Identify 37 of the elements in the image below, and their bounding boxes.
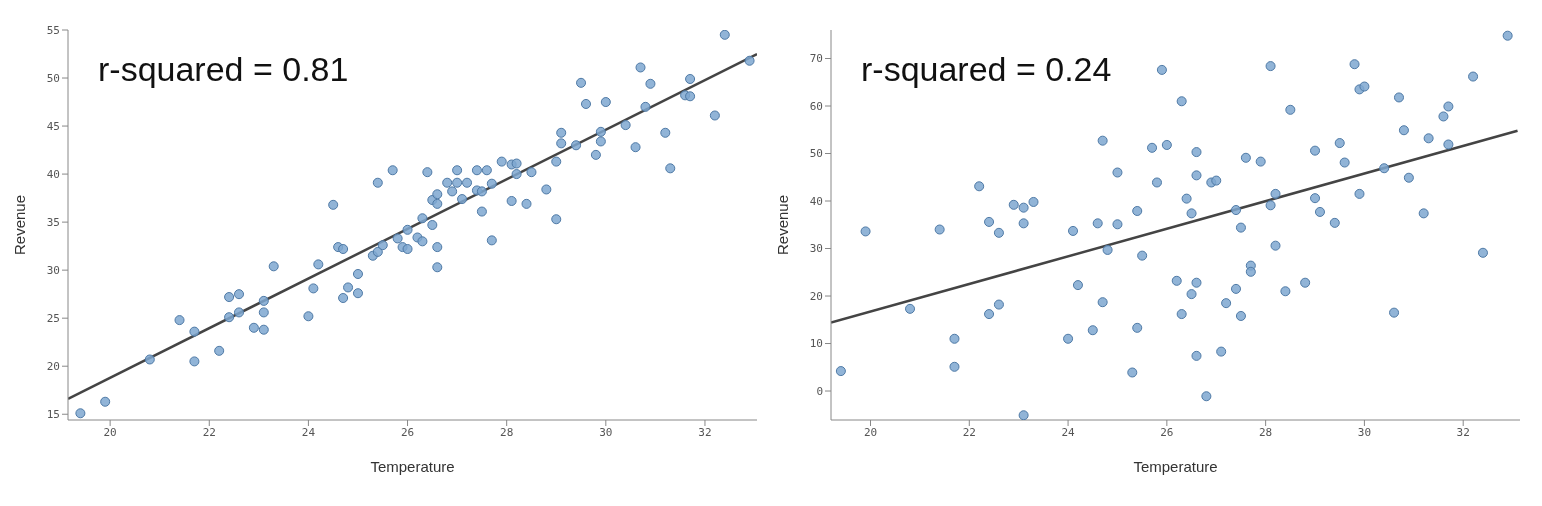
annotation: r-squared = 0.24 [861,50,1112,89]
y-tick-label: 60 [809,99,823,113]
y-tick-label: 10 [809,337,823,351]
y-tick-label: 45 [46,119,60,133]
x-tick-label: 24 [1061,425,1076,439]
x-tick-label: 20 [103,425,117,439]
x-tick-label: 26 [400,425,415,439]
x-axis-title: Temperature [370,458,455,475]
y-tick-label: 0 [816,384,823,398]
y-tick-label: 40 [46,167,60,181]
x-tick-label: 30 [1357,425,1372,439]
y-tick-label: 20 [809,289,823,303]
x-axis-title: Temperature [1133,458,1218,475]
y-tick-label: 30 [46,264,60,278]
x-tick-label: 32 [1456,425,1470,439]
x-tick-label: 20 [863,425,878,439]
y-tick-label: 25 [46,312,60,326]
x-tick-label: 24 [301,425,316,439]
annotation: r-squared = 0.81 [98,50,349,89]
y-tick-label: 30 [809,242,823,256]
x-tick-label: 22 [962,425,976,439]
y-tick-label: 70 [809,52,823,66]
y-tick-label: 40 [809,194,823,208]
y-tick-label: 15 [46,408,60,422]
y-tick-label: 50 [46,71,60,85]
y-tick-label: 20 [46,360,60,374]
y-axis-title: Revenue [11,194,29,256]
x-tick-label: 22 [202,425,216,439]
x-tick-label: 26 [1160,425,1174,439]
x-tick-label: 28 [1259,425,1273,439]
x-tick-label: 28 [500,425,514,439]
y-axis-title: Revenue [774,194,792,256]
y-tick-label: 50 [809,147,823,161]
y-tick-label: 55 [46,23,60,37]
x-tick-label: 32 [698,425,712,439]
y-tick-label: 35 [46,216,60,230]
x-tick-label: 30 [599,425,613,439]
